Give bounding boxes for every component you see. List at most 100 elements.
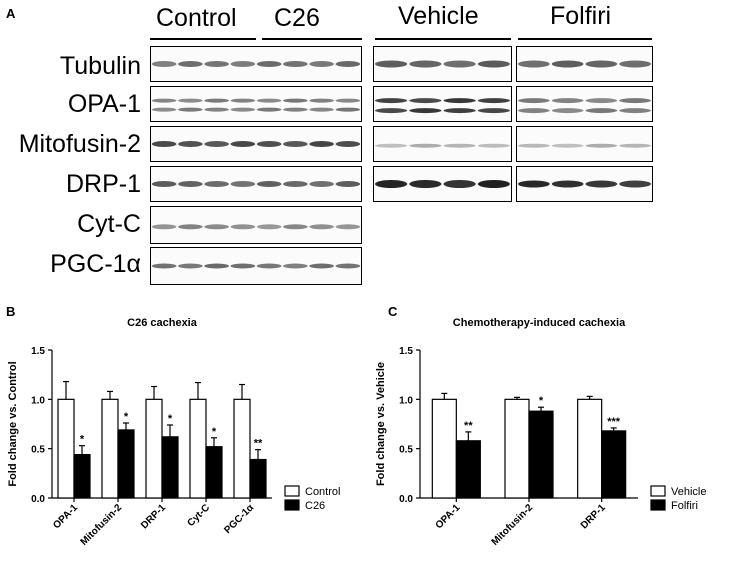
row-label-tubulin: Tubulin <box>59 52 141 80</box>
blot-band <box>230 263 256 269</box>
blot-band <box>585 143 618 148</box>
bar-control <box>145 398 163 499</box>
legend-swatch <box>284 485 300 497</box>
blot-folfiri-mitofusin2 <box>516 126 653 162</box>
significance-label: ** <box>254 438 263 450</box>
legend-swatch <box>284 499 300 511</box>
blot-band <box>283 141 308 147</box>
blot-band <box>443 60 476 68</box>
blot-band <box>619 98 651 104</box>
blot-left-drp1 <box>150 166 362 202</box>
blot-band <box>309 61 334 67</box>
blot-band <box>375 180 408 188</box>
significance-label: * <box>124 411 129 423</box>
bar-vehicle <box>504 398 530 499</box>
blot-vehicle-tubulin <box>373 46 512 82</box>
significance-label: ** <box>464 420 473 432</box>
blot-band <box>151 141 177 147</box>
y-tick-label: 1.0 <box>31 395 45 406</box>
blot-band <box>375 98 408 104</box>
y-tick-label: 1.5 <box>399 346 413 357</box>
blot-folfiri-opa1 <box>516 86 653 122</box>
blot-band <box>178 224 203 230</box>
blot-band <box>518 108 550 114</box>
blot-band <box>178 263 203 269</box>
blot-band <box>477 180 510 188</box>
blot-band <box>151 263 177 269</box>
chart-title: C26 cachexia <box>127 317 198 329</box>
group-underline-control <box>150 38 256 40</box>
blot-band <box>204 141 229 147</box>
bar-control <box>233 398 251 499</box>
blot-band <box>477 108 510 114</box>
x-tick-label: Mitofusin-2 <box>490 502 536 548</box>
panel-b-letter: B <box>6 304 16 319</box>
blot-band <box>619 108 651 114</box>
blot-band <box>204 181 229 187</box>
blot-band <box>178 61 203 67</box>
blot-band <box>256 224 282 230</box>
blot-band <box>204 263 229 269</box>
blot-band <box>335 141 361 147</box>
chart-title: Chemotherapy-induced cachexia <box>453 317 626 329</box>
blot-band <box>283 181 308 187</box>
blot-band <box>309 181 334 187</box>
legend-label: Control <box>305 486 340 498</box>
blot-band <box>518 143 550 148</box>
blot-band <box>230 141 256 147</box>
x-tick-label: OPA-1 <box>51 502 80 531</box>
blot-band <box>518 180 550 188</box>
blot-band <box>178 107 203 112</box>
blot-band <box>619 143 651 148</box>
blot-left-pgc1a <box>150 247 362 285</box>
blot-band <box>518 98 550 104</box>
blot-band <box>204 224 229 230</box>
y-tick-label: 0.5 <box>31 445 45 456</box>
blot-band <box>409 60 442 68</box>
legend-label: Vehicle <box>671 486 706 498</box>
blot-band <box>409 143 442 148</box>
blot-band <box>256 141 282 147</box>
blot-band <box>256 107 282 112</box>
blot-band <box>335 107 361 112</box>
blot-band <box>551 60 584 68</box>
blot-band <box>409 180 442 188</box>
blot-band <box>585 60 618 68</box>
significance-label: * <box>212 426 217 438</box>
blot-band <box>477 98 510 104</box>
legend-swatch <box>650 485 666 497</box>
blot-band <box>151 61 177 67</box>
blot-band <box>178 181 203 187</box>
blot-band <box>619 180 651 188</box>
blot-band <box>335 61 361 67</box>
row-label-cytc: Cyt-C <box>77 210 141 238</box>
x-tick-label: DRP-1 <box>579 502 608 531</box>
blot-band <box>256 181 282 187</box>
blot-band <box>551 143 584 148</box>
blot-left-opa1 <box>150 86 362 122</box>
bar-folfiri <box>601 430 627 499</box>
row-label-mitofusin2: Mitofusin-2 <box>18 130 141 158</box>
chart-chemotherapy-cachexia: Chemotherapy-induced cachexia 0.0 0.5 1.0 1.… <box>375 317 706 548</box>
bar-c26 <box>161 436 179 499</box>
chart-c26-cachexia: C26 cachexia 0.0 0.5 1.0 1.5 Fold change vs. … <box>7 317 340 548</box>
blot-band <box>335 98 361 103</box>
row-label-drp1: DRP-1 <box>65 170 141 198</box>
y-tick-label: 0.0 <box>399 494 413 505</box>
row-label-opa1: OPA-1 <box>67 90 141 118</box>
blot-band <box>230 107 256 112</box>
group-label-control: Control <box>156 4 237 32</box>
x-tick-label: PGC-1α <box>222 502 256 536</box>
panel-a-western-blots: Control C26 Vehicle Folfiri Tubulin OPA-… <box>18 4 653 285</box>
bar-control <box>189 398 207 499</box>
blot-band <box>178 98 203 103</box>
blot-left-mitofusin2 <box>150 126 362 162</box>
blot-band <box>151 107 177 112</box>
y-axis-label: Fold change vs. Vehicle <box>375 362 387 486</box>
bar-folfiri <box>528 410 554 499</box>
blot-band <box>477 143 510 148</box>
blot-band <box>283 224 308 230</box>
group-label-c26: C26 <box>274 4 320 32</box>
y-tick-label: 0.5 <box>399 445 413 456</box>
blot-band <box>335 263 361 269</box>
